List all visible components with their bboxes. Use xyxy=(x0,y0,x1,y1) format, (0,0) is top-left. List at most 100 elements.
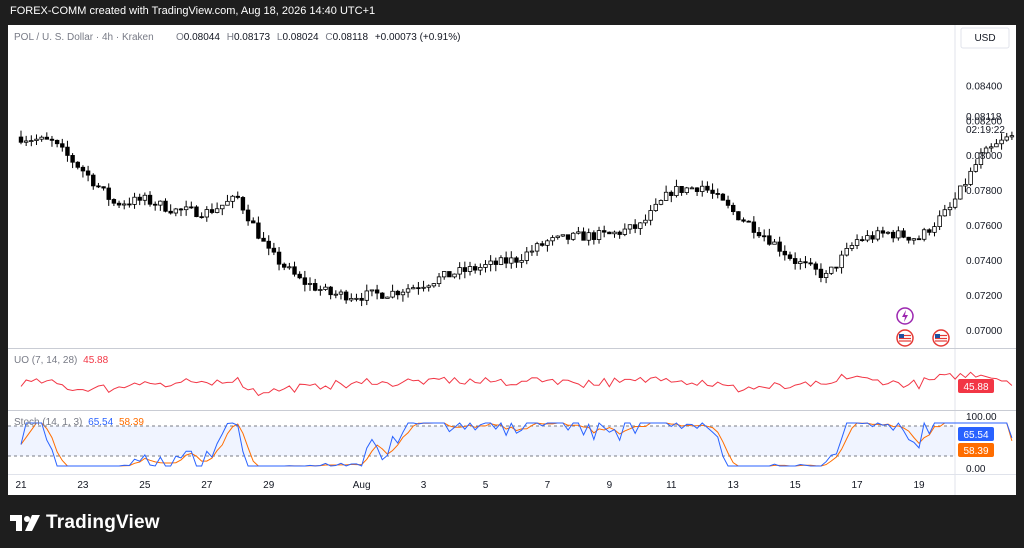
candle-body xyxy=(999,139,1004,145)
candle-body xyxy=(782,250,788,256)
candle-body xyxy=(565,234,571,240)
candle-body xyxy=(751,221,757,233)
candle-body xyxy=(746,220,751,223)
candle-body xyxy=(44,136,50,140)
candle-body xyxy=(287,266,292,269)
tradingview-logo[interactable]: TradingView xyxy=(10,512,160,534)
candle-body xyxy=(209,209,215,213)
candle-body xyxy=(854,239,860,246)
candle-body xyxy=(106,187,111,200)
candle-body xyxy=(307,283,313,285)
ohlc-close: 0.08118 xyxy=(333,32,369,43)
candle-body xyxy=(529,250,535,253)
candle-body xyxy=(416,287,421,290)
candle-body xyxy=(380,292,385,299)
candle-body xyxy=(462,267,468,272)
last-price-label: 0.08118 xyxy=(966,112,1002,123)
time-axis-tick-2: 25 xyxy=(139,480,151,491)
price-axis-tick-4: 0.07600 xyxy=(966,221,1003,232)
candle-body xyxy=(359,297,364,301)
currency-label: USD xyxy=(974,33,995,44)
candle-body xyxy=(447,271,452,278)
candle-body xyxy=(163,200,168,212)
candle-body xyxy=(803,261,808,264)
candle-body xyxy=(318,289,323,291)
time-axis-tick-12: 15 xyxy=(790,480,802,491)
footer: TradingView xyxy=(0,500,1024,548)
candle-body xyxy=(426,285,431,288)
stoch-k-value-badge xyxy=(958,427,994,441)
candle-body xyxy=(958,185,963,200)
time-axis-tick-13: 17 xyxy=(852,480,864,491)
candle-body xyxy=(1004,136,1009,141)
candle-body xyxy=(896,230,901,239)
candle-body xyxy=(601,230,607,233)
candle-body xyxy=(214,208,220,213)
candle-body xyxy=(875,230,880,240)
candle-body xyxy=(968,170,973,185)
candle-body xyxy=(710,189,715,194)
candle-body xyxy=(338,291,344,295)
candle-body xyxy=(240,197,246,211)
lightning-icon[interactable] xyxy=(896,307,914,325)
candle-body xyxy=(116,202,122,206)
candle-body xyxy=(519,260,524,263)
candle-body xyxy=(947,206,953,211)
candle-body xyxy=(245,209,251,222)
candle-body xyxy=(942,209,948,217)
candle-body xyxy=(1009,135,1015,138)
candle-body xyxy=(23,140,29,143)
candle-body xyxy=(54,139,60,145)
candle-body xyxy=(85,170,91,176)
candle-body xyxy=(204,209,209,218)
candle-body xyxy=(235,195,240,198)
candle-body xyxy=(591,232,597,240)
countdown-label: 02:19:22 xyxy=(966,125,1005,136)
candle-body xyxy=(411,287,416,290)
candle-body xyxy=(932,226,937,233)
stoch-axis-min: 0.00 xyxy=(966,464,986,475)
chart-frame[interactable]: 0.08400 0.08200 0.08000 0.07800 0.07600 0.074… xyxy=(8,25,1016,495)
ohlc-legend: O0.08044 H0.08173 L0.08024 C0.08118 +0.0… xyxy=(176,32,460,43)
stoch-axis-max: 100.00 xyxy=(966,412,997,423)
candle-body xyxy=(96,185,101,188)
candle-body xyxy=(963,184,968,187)
time-axis-tick-4: 29 xyxy=(263,480,275,491)
candle-body xyxy=(632,224,638,229)
candle-body xyxy=(343,291,349,301)
us-flag-icon[interactable] xyxy=(896,329,914,347)
time-axis-ticks: 21 23 25 27 29 Aug 3 5 7 9 11 13 15 17 19 xyxy=(15,480,925,491)
time-axis-tick-0: 21 xyxy=(15,480,27,491)
candle-body xyxy=(183,206,189,211)
candle-body xyxy=(705,185,710,191)
candle-body xyxy=(478,267,483,271)
stoch-d-line xyxy=(20,422,1013,467)
candle-body xyxy=(168,210,173,214)
candle-body xyxy=(860,239,865,242)
candle-body xyxy=(524,251,529,261)
stoch-k-line xyxy=(20,421,1013,467)
candle-body xyxy=(617,231,622,235)
time-axis-tick-8: 7 xyxy=(545,480,551,491)
candle-body xyxy=(653,203,658,211)
candle-body xyxy=(787,254,793,259)
candle-body xyxy=(581,231,586,241)
candle-body xyxy=(328,286,333,296)
price-axis-tick-2: 0.08000 xyxy=(966,151,1003,162)
us-flag-icon[interactable] xyxy=(932,329,950,347)
tradingview-wordmark: TradingView xyxy=(46,512,160,533)
candle-body xyxy=(885,231,891,234)
candle-body xyxy=(798,261,803,264)
candle-body xyxy=(622,228,628,235)
candle-body xyxy=(870,235,875,240)
currency-button[interactable] xyxy=(960,27,1010,49)
uo-line xyxy=(20,371,1013,397)
candle-body xyxy=(540,243,545,246)
candle-body xyxy=(880,230,886,234)
candle-body xyxy=(509,257,514,264)
candle-body xyxy=(715,193,720,195)
ohlc-low: 0.08024 xyxy=(282,32,319,43)
chart-svg[interactable]: 0.08400 0.08200 0.08000 0.07800 0.07600 0.074… xyxy=(8,25,1016,495)
price-axis-ticks: 0.08400 0.08200 0.08000 0.07800 0.07600 0.074… xyxy=(966,81,1003,336)
candle-body xyxy=(194,206,199,218)
